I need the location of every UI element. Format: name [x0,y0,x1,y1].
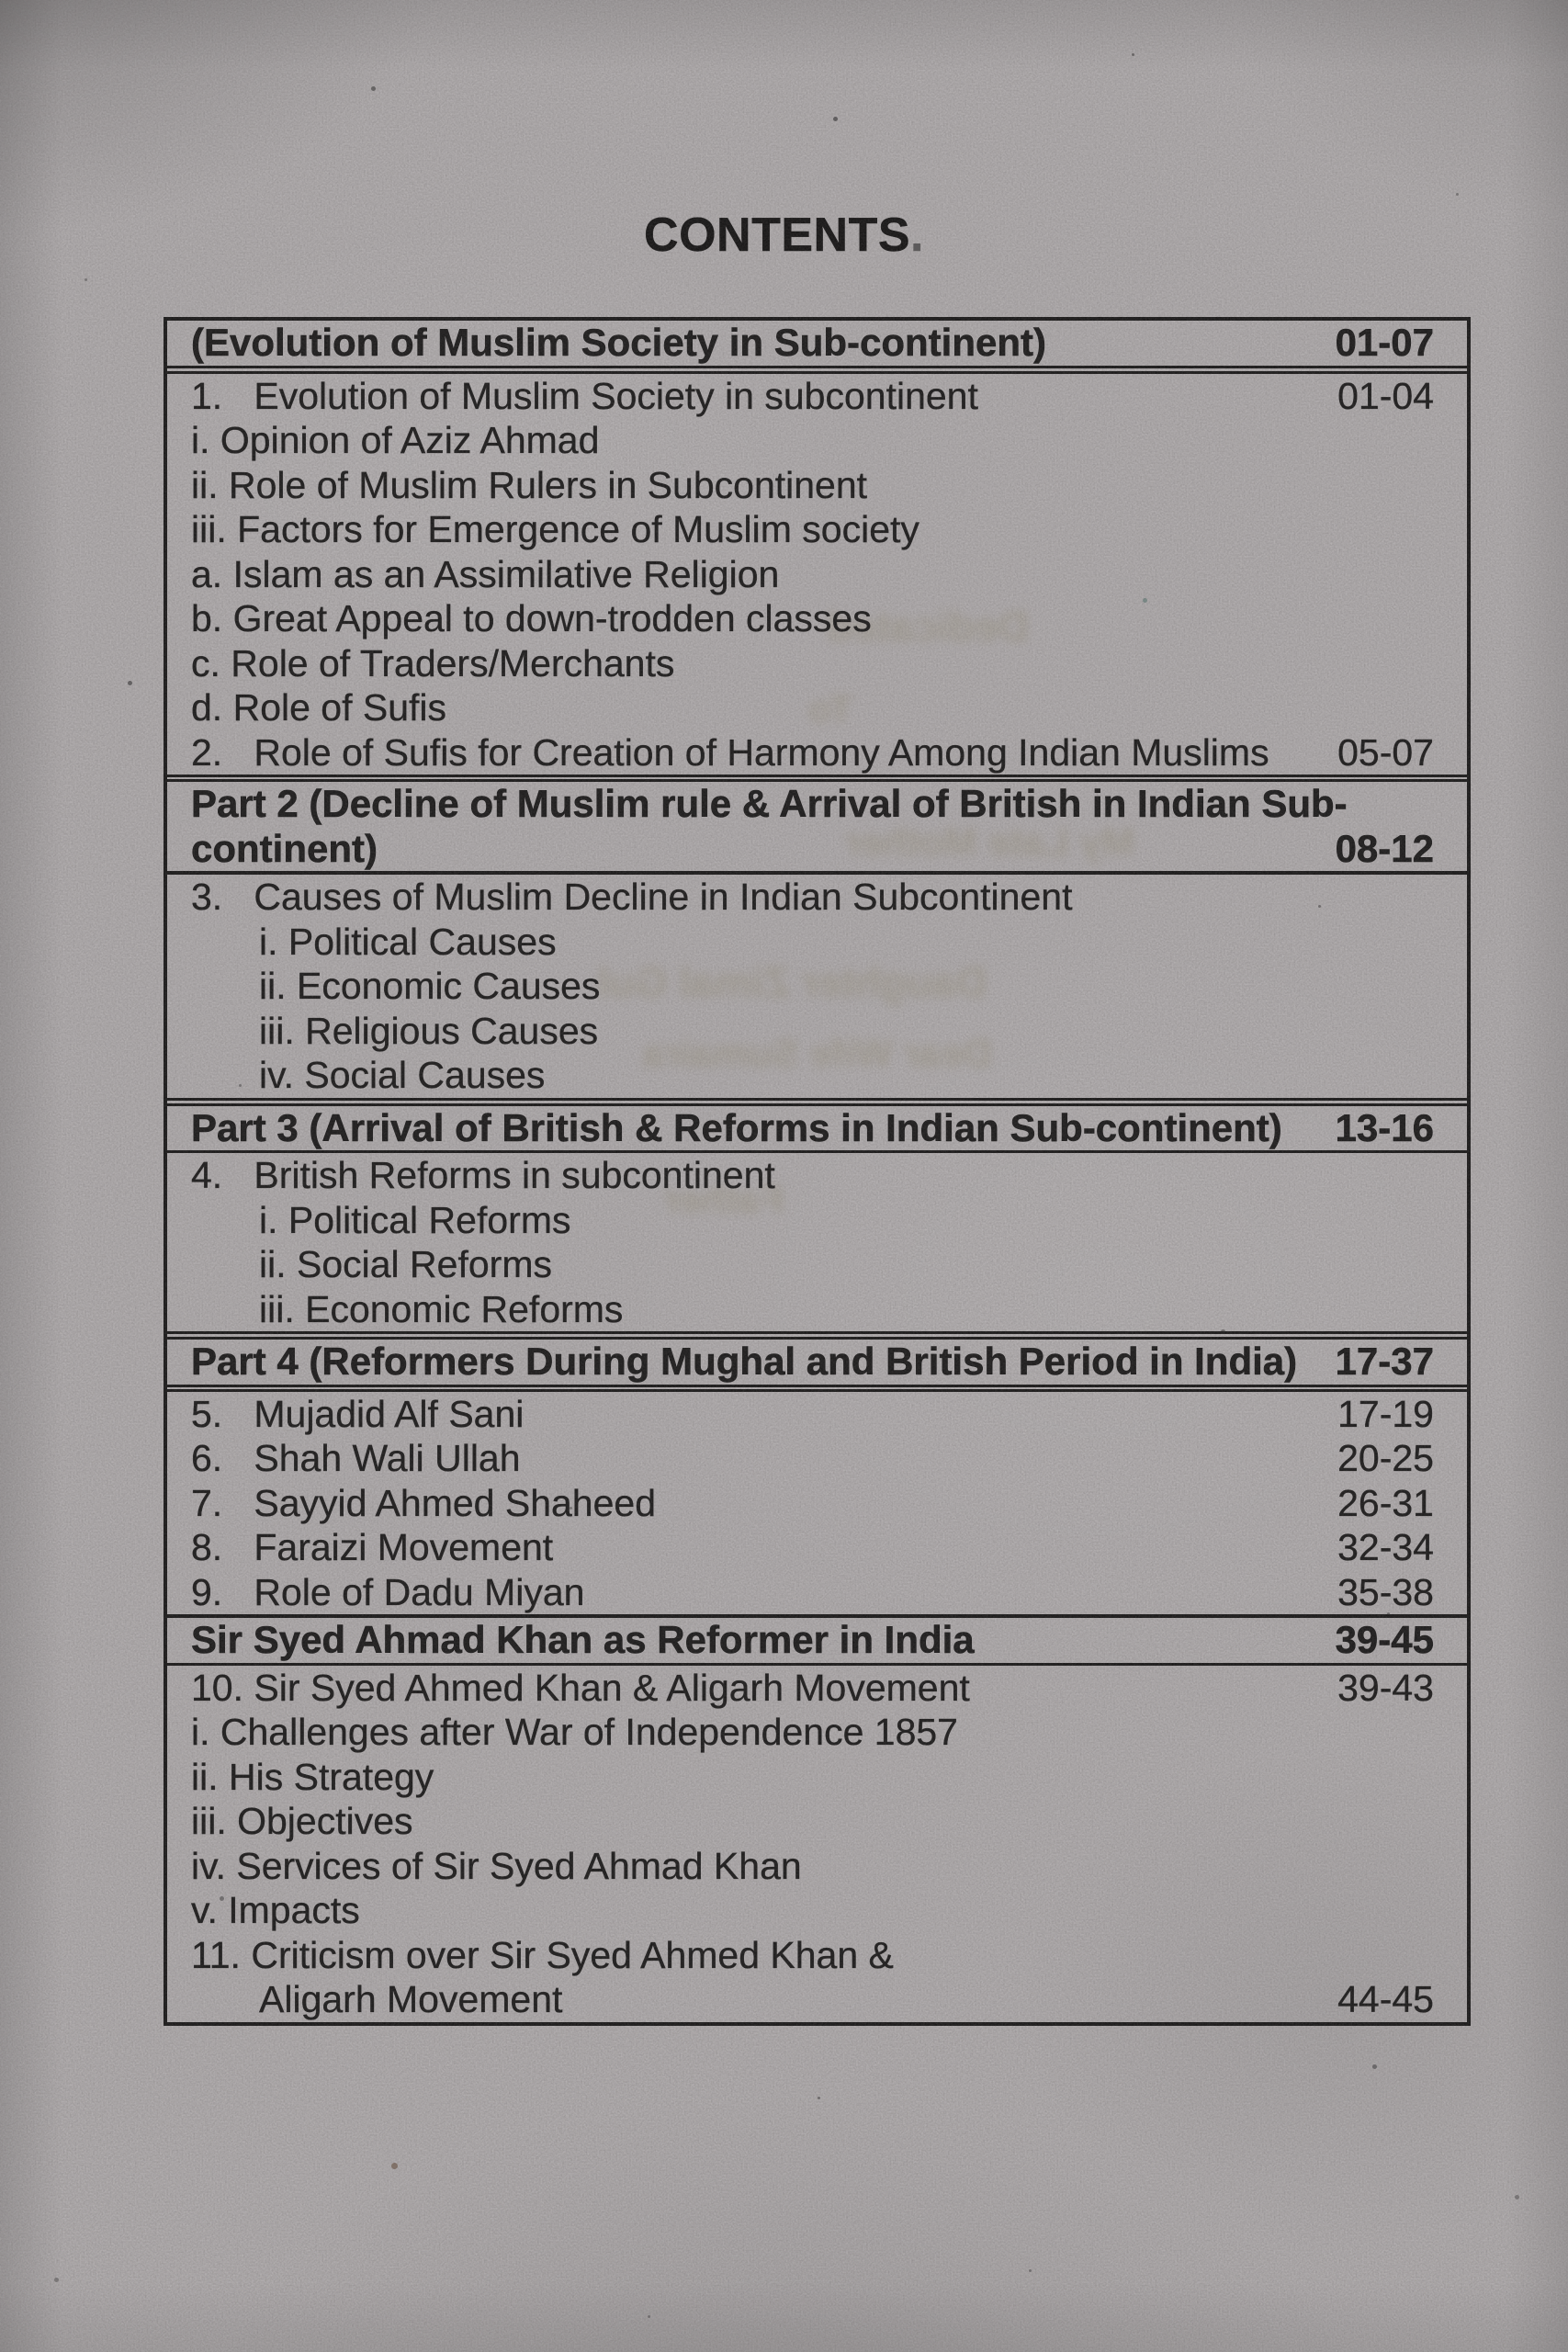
toc-header-pages: 08-12 [1335,826,1434,870]
toc-row: iv. Services of Sir Syed Ahmad Khan [167,1844,1467,1889]
toc-row: 9. Role of Dadu Miyan 35-38 [167,1570,1467,1615]
toc-section-header: Part 4 (Reformers During Mughal and Brit… [167,1331,1467,1392]
toc-row-label: 2. Role of Sufis for Creation of Harmony… [191,730,1269,774]
toc-row: 6. Shah Wali Ullah 20-25 [167,1436,1467,1481]
page-title: CONTENTS. [0,208,1568,263]
toc-row-label: 1. Evolution of Muslim Society in subcon… [191,374,978,417]
toc-row: a. Islam as an Assimilative Religion [167,552,1467,597]
toc-row-label: d. Role of Sufis [191,686,447,729]
toc-row-label: 11. Criticism over Sir Syed Ahmed Khan & [191,1933,894,1976]
toc-section-header: Part 3 (Arrival of British & Reforms in … [167,1097,1467,1153]
toc-header-pages: 13-16 [1335,1105,1434,1149]
toc-row: ii. Economic Causes [167,964,1467,1009]
toc-row: c. Role of Traders/Merchants [167,641,1467,686]
toc-row-pages: 17-19 [1337,1392,1434,1435]
toc-row-label: i. Political Causes [259,920,557,963]
toc-row: 4. British Reforms in subcontinent [167,1153,1467,1198]
page-title-text: CONTENTS [644,209,911,262]
toc-row-label: iv. Services of Sir Syed Ahmad Khan [191,1844,802,1887]
toc-row: 3. Causes of Muslim Decline in Indian Su… [167,875,1467,920]
title-dot: . [910,209,924,262]
toc-row: i. Political Reforms [167,1198,1467,1243]
toc-row: 8. Faraizi Movement 32-34 [167,1525,1467,1570]
toc-row: iii. Religious Causes [167,1009,1467,1054]
toc-row: 10. Sir Syed Ahmed Khan & Aligarh Moveme… [167,1666,1467,1711]
toc-row: i. Opinion of Aziz Ahmad [167,418,1467,463]
toc-row: iii. Factors for Emergence of Muslim soc… [167,507,1467,552]
toc-section: 1. Evolution of Muslim Society in subcon… [167,374,1467,775]
toc-row: 2. Role of Sufis for Creation of Harmony… [167,730,1467,775]
toc-row: d. Role of Sufis [167,685,1467,730]
toc-section-header: (Evolution of Muslim Society in Sub-cont… [167,321,1467,374]
toc-row: Aligarh Movement 44-45 [167,1977,1467,2022]
toc-row: v. Impacts [167,1888,1467,1933]
toc-row-label: 10. Sir Syed Ahmed Khan & Aligarh Moveme… [191,1666,970,1709]
toc-row-pages: 39-43 [1337,1666,1434,1709]
toc-row-label: i. Challenges after War of Independence … [191,1711,958,1753]
toc-section-header: Sir Syed Ahmad Khan as Reformer in India… [167,1614,1467,1666]
toc-row-label: b. Great Appeal to down-trodden classes [191,597,872,639]
toc-header-pages: 17-37 [1335,1340,1434,1383]
toc-row-pages: 26-31 [1337,1481,1434,1524]
toc-row-label: i. Political Reforms [259,1198,571,1241]
toc-row-label: ii. His Strategy [191,1755,434,1798]
toc-row-label: iii. Factors for Emergence of Muslim soc… [191,508,919,550]
toc-row-label: ii. Social Reforms [259,1243,552,1285]
toc-row: ii. Social Reforms [167,1242,1467,1287]
contents-table: (Evolution of Muslim Society in Sub-cont… [164,317,1471,2026]
toc-row-label: 4. British Reforms in subcontinent [191,1154,775,1196]
toc-row-pages: 44-45 [1337,1978,1434,2020]
toc-row-label: c. Role of Traders/Merchants [191,641,675,684]
toc-header-label: Sir Syed Ahmad Khan as Reformer in India [191,1618,975,1661]
toc-row-label: 6. Shah Wali Ullah [191,1437,521,1479]
toc-header-label: Part 4 (Reformers During Mughal and Brit… [191,1340,1298,1383]
toc-row-label: 5. Mujadid Alf Sani [191,1392,525,1435]
toc-section-header: Part 2 (Decline of Muslim rule & Arrival… [167,775,1467,875]
toc-section: 10. Sir Syed Ahmed Khan & Aligarh Moveme… [167,1666,1467,2022]
toc-row-label: a. Islam as an Assimilative Religion [191,552,780,595]
toc-row-label: 3. Causes of Muslim Decline in Indian Su… [191,876,1073,918]
toc-row-label: 7. Sayyid Ahmed Shaheed [191,1481,657,1524]
toc-row-label: 9. Role of Dadu Miyan [191,1570,585,1613]
toc-row-label: v. Impacts [191,1889,360,1931]
toc-row-label: iv. Social Causes [259,1054,546,1096]
toc-section: 3. Causes of Muslim Decline in Indian Su… [167,875,1467,1098]
toc-row: iii. Economic Reforms [167,1287,1467,1332]
toc-row: iv. Social Causes [167,1053,1467,1098]
toc-row-label: iii. Economic Reforms [259,1287,624,1330]
toc-row: ii. His Strategy [167,1755,1467,1800]
toc-row-pages: 35-38 [1337,1570,1434,1613]
toc-section: 4. British Reforms in subcontinent i. Po… [167,1153,1467,1331]
toc-row-label: ii. Role of Muslim Rulers in Subcontinen… [191,463,868,506]
toc-row: 7. Sayyid Ahmed Shaheed 26-31 [167,1481,1467,1526]
toc-row: ii. Role of Muslim Rulers in Subcontinen… [167,463,1467,508]
toc-header-pages: 39-45 [1335,1618,1434,1661]
toc-row: iii. Objectives [167,1799,1467,1844]
toc-row: i. Political Causes [167,920,1467,965]
toc-header-label: (Evolution of Muslim Society in Sub-cont… [191,321,1046,364]
toc-row-label: i. Opinion of Aziz Ahmad [191,419,600,461]
toc-header-label: Part 2 (Decline of Muslim rule & Arrival… [191,782,1348,825]
toc-header-pages: 01-07 [1335,321,1434,364]
toc-row: b. Great Appeal to down-trodden classes [167,596,1467,641]
toc-row-pages: 01-04 [1337,374,1434,417]
toc-row: i. Challenges after War of Independence … [167,1710,1467,1755]
toc-row: 5. Mujadid Alf Sani 17-19 [167,1392,1467,1437]
toc-row-pages: 05-07 [1337,730,1434,774]
toc-section: 5. Mujadid Alf Sani 17-19 6. Shah Wali Ul… [167,1392,1467,1615]
toc-header-label-line2: continent) [191,826,378,870]
toc-row-label: iii. Objectives [191,1800,413,1842]
toc-header-label: Part 3 (Arrival of British & Reforms in … [191,1105,1282,1149]
ink-specks [0,0,3,3]
toc-row-label: ii. Economic Causes [259,965,601,1007]
toc-row-pages: 32-34 [1337,1526,1434,1568]
toc-row: 1. Evolution of Muslim Society in subcon… [167,374,1467,419]
toc-row-label: Aligarh Movement [259,1978,563,2020]
toc-row-label: 8. Faraizi Movement [191,1526,554,1568]
toc-row: 11. Criticism over Sir Syed Ahmed Khan & [167,1933,1467,1978]
toc-row-label: iii. Religious Causes [259,1009,599,1052]
toc-row-pages: 20-25 [1337,1437,1434,1479]
